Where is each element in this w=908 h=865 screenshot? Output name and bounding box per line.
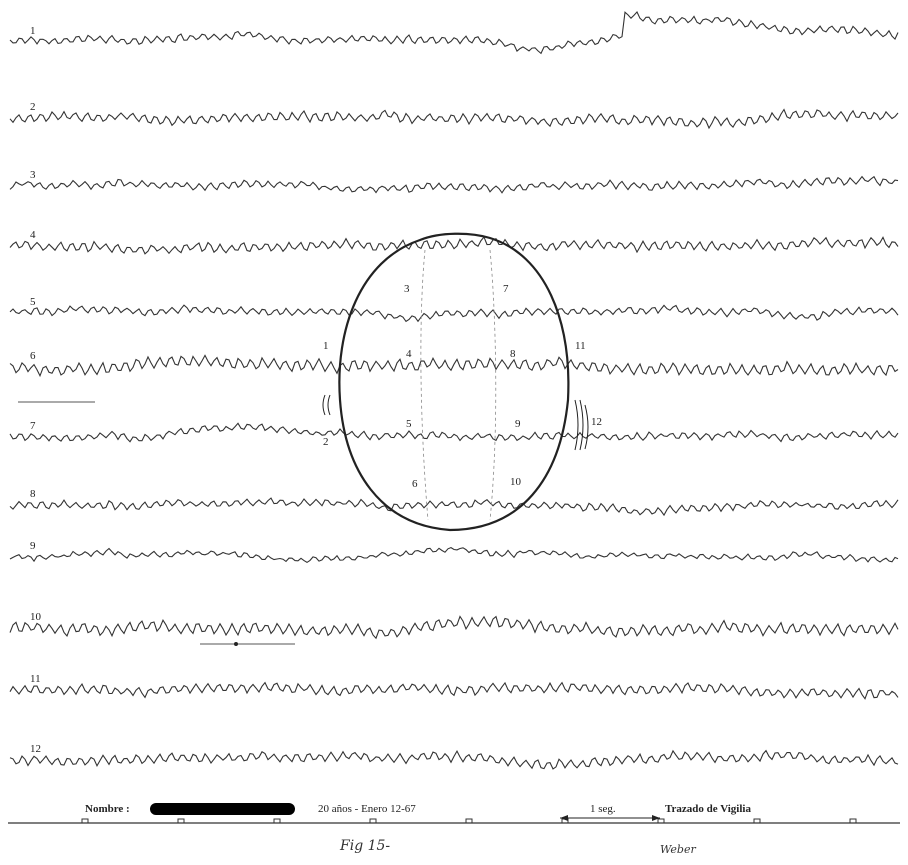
time-tick <box>273 818 281 823</box>
time-tick <box>849 818 857 823</box>
time-tick <box>657 818 665 823</box>
head-outline <box>338 232 570 532</box>
eeg-trace <box>9 497 899 517</box>
eeg-trace <box>9 235 899 255</box>
channel-label: 4 <box>30 229 36 241</box>
electrode-label: 1 <box>323 340 329 352</box>
electrode-label: 8 <box>510 348 516 360</box>
electrode-label: 9 <box>515 418 521 430</box>
channel-label: 6 <box>30 350 36 362</box>
traces <box>9 11 899 770</box>
eeg-trace <box>9 422 899 443</box>
eeg-trace <box>9 354 899 378</box>
channel-label: 3 <box>30 169 36 181</box>
time-tick <box>753 818 761 823</box>
eeg-trace <box>9 749 899 770</box>
channel-label: 10 <box>30 611 42 623</box>
electrode-label: 6 <box>412 478 418 490</box>
electrode-label: 12 <box>591 416 602 428</box>
figure-note: Fig 15- <box>339 838 390 854</box>
eeg-trace <box>9 615 899 640</box>
eeg-trace <box>9 11 899 55</box>
electrode-label: 10 <box>510 476 522 488</box>
age-date: 20 años - Enero 12-67 <box>318 803 416 815</box>
channel-label: 2 <box>30 101 36 113</box>
electrode-label: 5 <box>406 418 412 430</box>
time-tick <box>81 818 89 823</box>
eeg-trace <box>9 108 899 130</box>
signature: Weber <box>660 843 696 856</box>
redaction <box>150 803 295 815</box>
channel-label: 1 <box>30 25 36 37</box>
time-tick <box>465 818 473 823</box>
channel-label: 11 <box>30 673 41 685</box>
head-lines <box>420 249 497 521</box>
electrode-label: 3 <box>404 283 410 295</box>
channel-label: 9 <box>30 540 36 552</box>
time-tick <box>177 818 185 823</box>
scale-label: 1 seg. <box>590 803 616 815</box>
channel-label: 5 <box>30 296 36 308</box>
channel-label: 12 <box>30 743 41 755</box>
recording-label: Trazado de Vigilia <box>665 803 751 815</box>
ear-marks <box>322 394 589 451</box>
head-diagram <box>322 232 589 532</box>
eeg-trace <box>9 546 899 564</box>
electrode-label: 2 <box>323 436 329 448</box>
channel-label: 8 <box>30 488 36 500</box>
electrode-label: 11 <box>575 340 586 352</box>
eeg-trace <box>9 681 899 700</box>
eeg-trace <box>9 175 899 194</box>
name-label: Nombre : <box>85 803 130 815</box>
scale-dot <box>234 642 238 646</box>
channel-label: 7 <box>30 420 36 432</box>
eeg-trace <box>9 304 899 323</box>
electrode-label: 7 <box>503 283 509 295</box>
time-tick <box>369 818 377 823</box>
electrode-label: 4 <box>406 348 412 360</box>
